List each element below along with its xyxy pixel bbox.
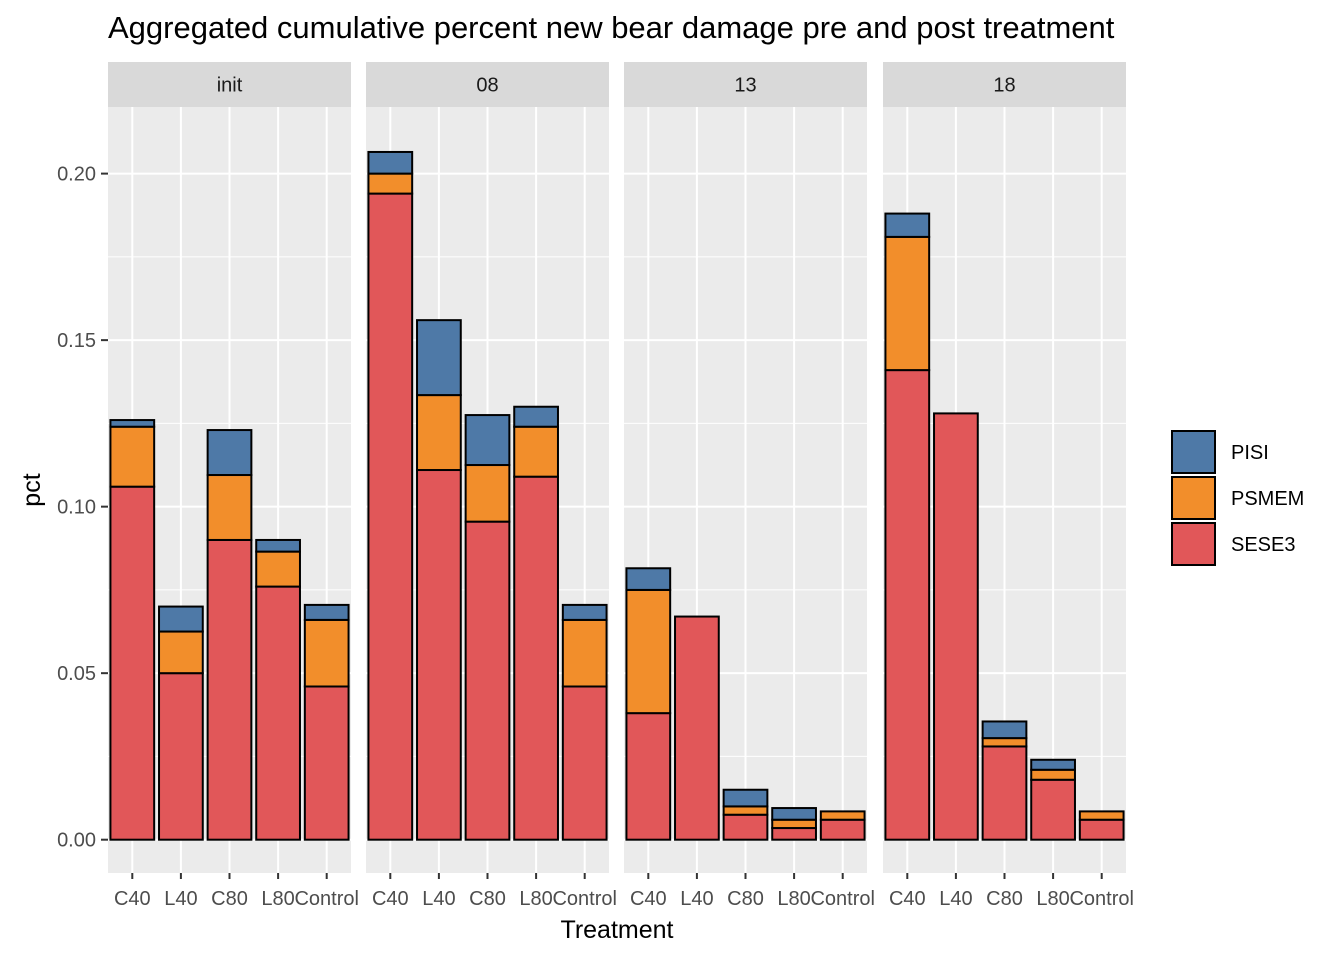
bar-segment-sese3 [464,520,511,841]
legend-label: PISI [1231,442,1269,464]
bar-segment-sese3 [884,369,931,841]
bar-segment-psmem [884,235,931,372]
bar-segment-psmem [981,737,1028,748]
bar-segment-psmem [206,474,253,541]
y-tick-label: 0.00 [57,830,96,852]
x-tick-label: C40 [372,888,409,910]
bar-segment-pisi [981,720,1028,740]
bar-segment-psmem [722,805,769,816]
bar-segment-pisi [158,605,204,633]
x-tick-label: L40 [164,888,197,910]
facet-label: 18 [993,75,1015,97]
bar-segment-psmem [819,810,866,821]
x-tick-label: C40 [889,888,926,910]
facet-label: init [217,75,243,97]
facet-label: 08 [476,75,498,97]
bar-segment-sese3 [255,585,301,841]
x-tick-label: Control [552,888,616,910]
bar-segment-psmem [416,394,462,472]
bar-segment-sese3 [981,745,1028,841]
bar-segment-sese3 [625,712,672,841]
x-tick-label: L80 [261,888,294,910]
bar-segment-psmem [561,618,608,688]
bar-segment-sese3 [561,685,608,841]
y-tick-label: 0.15 [57,330,96,352]
x-tick-label: Control [294,888,358,910]
bar-segment-sese3 [819,818,866,841]
legend-key-psmem [1171,476,1216,520]
x-tick-label: C80 [469,888,506,910]
x-tick-label: C80 [986,888,1023,910]
bar-segment-pisi [625,567,672,591]
bar-segment-sese3 [158,672,204,841]
y-tick-label: 0.10 [57,497,96,519]
bar-segment-sese3 [1030,778,1076,841]
chart-title: Aggregated cumulative percent new bear d… [108,10,1115,45]
bar-segment-psmem [255,550,301,588]
bar-segment-sese3 [513,475,559,841]
y-axis-title: pct [18,473,46,506]
bar-segment-sese3 [674,615,720,841]
facet-label: 13 [734,75,756,97]
bar-segment-pisi [416,319,462,397]
x-tick-label: L80 [777,888,810,910]
legend-key-pisi [1171,430,1216,474]
bar-segment-sese3 [1078,818,1125,841]
bar-segment-sese3 [303,685,350,841]
x-tick-label: C40 [114,888,151,910]
bar-segment-psmem [158,630,204,675]
bar-segment-psmem [367,172,414,195]
x-tick-label: L40 [680,888,713,910]
facet-strip [624,62,867,107]
bar-segment-sese3 [206,538,253,841]
bar-segment-pisi [255,538,301,553]
bar-segment-sese3 [416,469,462,841]
facet-strip [883,62,1126,107]
facet-strip [366,62,609,107]
x-axis-title: Treatment [560,916,673,944]
x-tick-label: Control [1069,888,1133,910]
bar-segment-pisi [771,807,817,821]
bar-segment-pisi [884,212,931,238]
legend-key-sese3 [1171,522,1216,566]
x-tick-label: Control [810,888,874,910]
bar-segment-sese3 [367,192,414,841]
legend-label: PSMEM [1231,488,1304,510]
bar-segment-sese3 [771,827,817,841]
bar-segment-psmem [625,588,672,715]
bar-segment-psmem [109,425,156,488]
bar-segment-pisi [109,419,156,428]
bar-segment-pisi [367,150,414,175]
bar-segment-pisi [206,429,253,477]
bar-segment-psmem [513,425,559,478]
bar-segment-psmem [464,464,511,523]
x-tick-label: L80 [1036,888,1069,910]
x-tick-label: L40 [939,888,972,910]
bar-segment-pisi [303,603,350,621]
bar-segment-pisi [1030,758,1076,771]
y-tick-label: 0.05 [57,663,96,685]
bar-segment-psmem [303,618,350,688]
bar-segment-pisi [513,405,559,428]
bar-segment-sese3 [722,813,769,841]
x-tick-label: C80 [727,888,764,910]
legend-label: SESE3 [1231,534,1295,556]
bar-segment-sese3 [933,412,979,841]
bar-segment-pisi [464,414,511,467]
bar-segment-psmem [771,818,817,830]
bar-segment-pisi [722,788,769,808]
bar-segment-sese3 [109,485,156,841]
x-tick-label: L80 [519,888,552,910]
bar-segment-psmem [1078,810,1125,821]
facet-strip [108,62,351,107]
bar-segment-psmem [1030,768,1076,781]
bar-segment-pisi [561,603,608,621]
x-tick-label: C40 [630,888,667,910]
y-tick-label: 0.20 [57,164,96,186]
x-tick-label: L40 [422,888,455,910]
x-tick-label: C80 [211,888,248,910]
